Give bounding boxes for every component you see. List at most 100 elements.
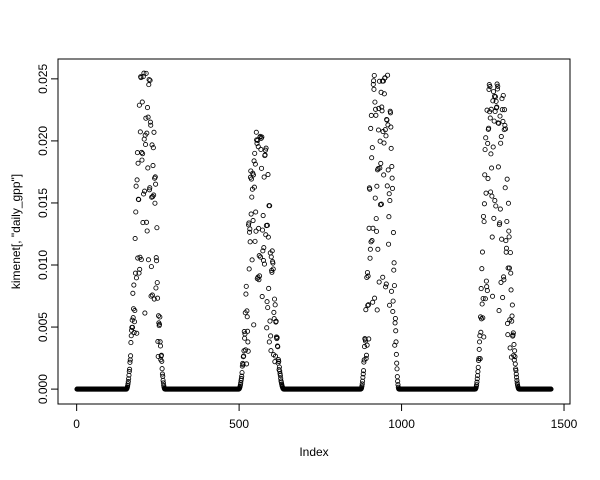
data-point (255, 144, 261, 150)
data-point (390, 308, 396, 315)
data-point (359, 383, 365, 389)
data-point (154, 280, 160, 286)
data-point (274, 335, 280, 341)
data-point (146, 77, 152, 83)
data-point (246, 229, 253, 235)
data-point (507, 345, 513, 351)
data-point (257, 273, 263, 279)
data-point (157, 314, 163, 320)
data-point (145, 114, 151, 120)
data-point (385, 72, 391, 78)
data-point (498, 279, 504, 285)
data-point (136, 270, 142, 276)
data-point (485, 176, 491, 182)
data-point (483, 278, 489, 284)
data-point (499, 107, 505, 113)
data-point (363, 352, 369, 358)
data-point (365, 273, 371, 279)
data-point (244, 361, 250, 367)
data-point (361, 368, 367, 374)
data-point (269, 248, 275, 254)
data-point (133, 183, 139, 189)
data-point (131, 330, 137, 336)
data-point (361, 359, 367, 365)
data-point (376, 105, 382, 111)
data-point (386, 214, 392, 220)
data-point (142, 310, 148, 316)
data-point (254, 140, 260, 146)
data-point (503, 126, 509, 132)
data-point (276, 358, 282, 364)
data-point (267, 318, 273, 324)
data-point (388, 288, 395, 294)
data-point (261, 245, 267, 251)
data-point (367, 255, 373, 261)
data-point (514, 380, 520, 386)
data-point (482, 296, 488, 302)
data-point (253, 228, 259, 234)
data-point (508, 287, 514, 293)
data-point (251, 184, 257, 190)
data-point (500, 118, 506, 124)
data-point (273, 318, 279, 324)
data-point (379, 104, 385, 110)
data-point (261, 174, 267, 180)
data-point (371, 86, 377, 92)
data-point (495, 164, 501, 170)
data-point (510, 332, 516, 338)
data-point (374, 183, 380, 189)
data-point (512, 354, 518, 360)
data-point (125, 381, 131, 387)
data-point (373, 216, 379, 222)
data-point (139, 99, 145, 105)
data-point (128, 340, 134, 346)
data-point (138, 75, 144, 81)
data-point (252, 161, 258, 167)
data-point (155, 353, 161, 359)
data-point (499, 236, 505, 242)
data-point (474, 376, 480, 382)
data-point (387, 110, 394, 116)
data-point (138, 257, 144, 263)
data-point (143, 141, 149, 148)
data-point (383, 133, 389, 139)
data-point (496, 120, 502, 126)
data-point (499, 96, 505, 102)
data-point (509, 302, 515, 308)
data-point (152, 174, 158, 180)
data-point (243, 283, 249, 289)
data-point (489, 165, 495, 171)
data-point (144, 130, 150, 136)
data-point (239, 370, 245, 376)
data-point (243, 291, 249, 297)
data-point (373, 112, 379, 118)
data-point (155, 295, 161, 301)
data-point (267, 203, 273, 209)
data-point (141, 70, 147, 76)
data-point (131, 319, 138, 325)
y-tick-label: 0.020 (36, 126, 50, 156)
data-point (153, 181, 159, 187)
data-point (512, 361, 518, 367)
data-point (140, 151, 146, 157)
data-point (260, 248, 266, 254)
data-point (377, 138, 383, 144)
y-tick-label: 0.000 (36, 374, 50, 404)
data-point (513, 367, 519, 373)
data-point (479, 249, 485, 255)
data-point (506, 234, 512, 240)
data-point (137, 129, 143, 135)
data-point (151, 296, 157, 302)
data-point (377, 165, 383, 171)
data-point (125, 378, 131, 385)
data-point (242, 335, 248, 341)
data-point (507, 250, 513, 256)
data-point (159, 358, 165, 364)
data-point (154, 258, 160, 264)
data-point (259, 165, 265, 171)
data-point (250, 172, 256, 178)
data-point (370, 299, 376, 305)
data-point (496, 308, 502, 314)
data-point (259, 227, 266, 233)
